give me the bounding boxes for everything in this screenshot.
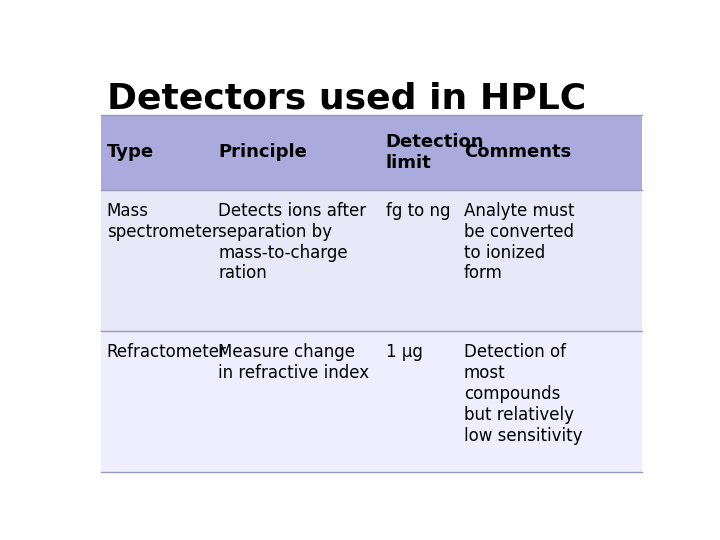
Text: Detects ions after
separation by
mass-to-charge
ration: Detects ions after separation by mass-to… [218,202,366,282]
Text: Refractometer: Refractometer [107,343,227,361]
Text: fg to ng: fg to ng [386,202,450,220]
Text: Principle: Principle [218,143,307,161]
Text: Comments: Comments [464,143,571,161]
Text: Type: Type [107,143,154,161]
Bar [101,190,642,331]
Text: Mass
spectrometer: Mass spectrometer [107,202,219,241]
Bar [101,331,642,472]
Bar [101,114,642,190]
Text: Measure change
in refractive index: Measure change in refractive index [218,343,369,382]
Text: Detection of
most
compounds
but relatively
low sensitivity: Detection of most compounds but relative… [464,343,582,444]
Text: Analyte must
be converted
to ionized
form: Analyte must be converted to ionized for… [464,202,575,282]
Text: Detection
limit: Detection limit [386,133,485,172]
Text: 1 μg: 1 μg [386,343,423,361]
Text: Detectors used in HPLC: Detectors used in HPLC [107,82,586,116]
